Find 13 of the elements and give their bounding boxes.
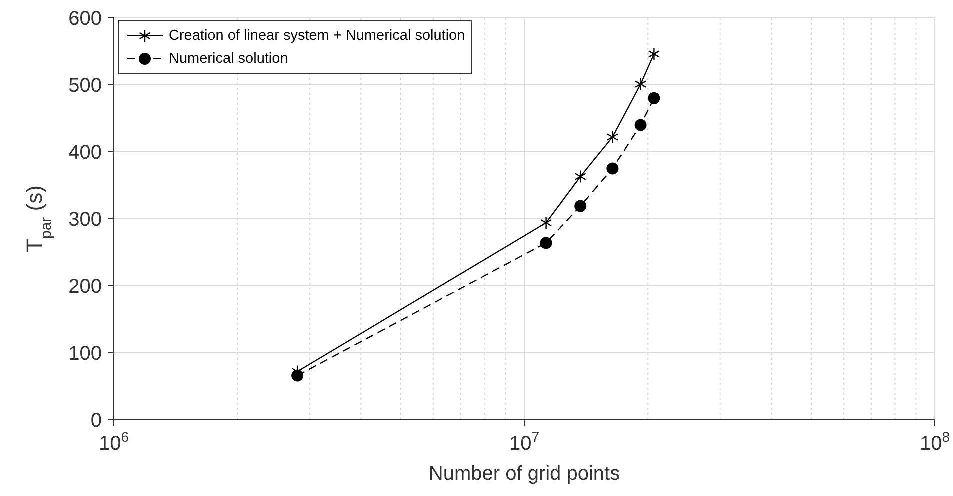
x-tick-label: 10$^{8}$ xyxy=(920,429,950,455)
legend-label: Numerical solution xyxy=(169,50,288,66)
y-tick-label: 200 xyxy=(68,276,102,298)
x-tick-label: 10$^{6}$ xyxy=(98,429,130,455)
x-tick-label: 10$^{7}$ xyxy=(509,429,540,455)
y-tick-label: 300 xyxy=(68,209,102,231)
y-tick-label: 500 xyxy=(68,75,102,97)
y-tick-label: 0 xyxy=(90,410,102,432)
x-axis-title: Number of grid points xyxy=(428,463,620,485)
y-tick-label: 400 xyxy=(68,142,102,164)
y-tick-label: 600 xyxy=(68,8,102,30)
legend-label: Creation of linear system + Numerical solution xyxy=(169,28,466,44)
y-tick-label: 100 xyxy=(68,343,102,365)
